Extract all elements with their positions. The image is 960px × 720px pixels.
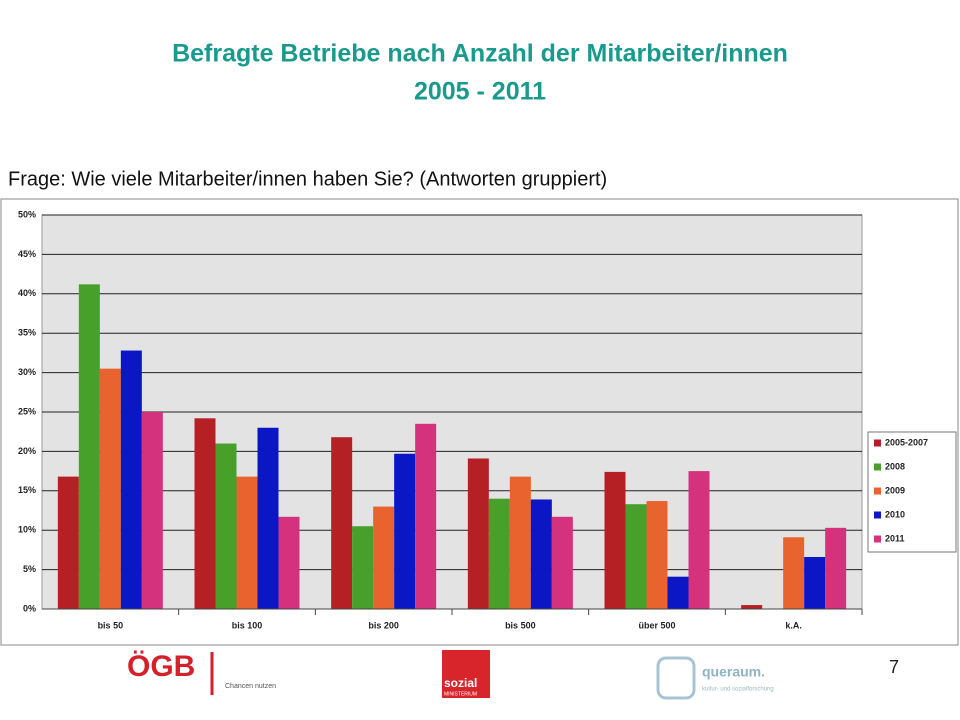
legend-swatch: [874, 511, 881, 519]
y-tick-label: 35%: [18, 328, 36, 338]
bar: [604, 471, 626, 609]
y-tick-label: 50%: [18, 209, 36, 219]
bar: [331, 437, 353, 609]
bar: [141, 412, 163, 609]
legend-label: 2005-2007: [885, 437, 928, 447]
bar: [257, 427, 279, 609]
y-tick-label: 30%: [18, 367, 36, 377]
bar: [415, 423, 437, 609]
bar: [825, 527, 847, 609]
y-tick-label: 20%: [18, 446, 36, 456]
x-tick-label: k.A.: [785, 620, 802, 630]
bar: [783, 537, 805, 609]
logo: Chancen nutzen: [225, 683, 276, 690]
bar: [99, 368, 121, 609]
bar: [625, 504, 647, 609]
page-number: 7: [889, 657, 899, 677]
bar: [804, 556, 826, 609]
logo: kultur- und sozialforschung: [702, 687, 774, 693]
logo: Service: [444, 697, 458, 702]
legend-label: 2011: [885, 533, 905, 543]
legend-swatch: [874, 439, 881, 447]
logo: sozial: [444, 676, 477, 690]
legend-swatch: [874, 487, 881, 495]
x-tick-label: über 500: [638, 620, 675, 630]
bar: [78, 284, 100, 609]
bar: [352, 526, 374, 609]
bar: [667, 576, 689, 609]
legend-label: 2009: [885, 485, 905, 495]
logo: ÖGB: [127, 650, 195, 683]
bar: [394, 453, 416, 609]
x-tick-label: bis 100: [232, 620, 263, 630]
bar: [120, 350, 142, 609]
y-tick-label: 45%: [18, 249, 36, 259]
bar: [688, 471, 710, 609]
bar: [236, 476, 258, 609]
logo: MINISTERIUM: [444, 691, 477, 697]
bar: [530, 499, 552, 609]
y-tick-label: 25%: [18, 406, 36, 416]
bar: [551, 516, 573, 609]
bar: [741, 605, 763, 609]
x-tick-label: bis 500: [505, 620, 536, 630]
legend-swatch: [874, 535, 881, 543]
legend: [867, 431, 957, 553]
y-tick-label: 5%: [23, 564, 36, 574]
title: 2005 - 2011: [414, 78, 546, 106]
question: Frage: Wie viele Mitarbeiter/innen haben…: [8, 168, 607, 190]
logo-icon: [656, 656, 696, 700]
y-tick-label: 40%: [18, 288, 36, 298]
bar: [278, 516, 300, 609]
bar: [646, 501, 668, 609]
bar: [194, 418, 216, 609]
bar: [488, 498, 510, 609]
x-tick-label: bis 50: [98, 620, 124, 630]
x-tick-label: bis 200: [368, 620, 399, 630]
legend-swatch: [874, 463, 881, 471]
logo: queraum.: [702, 664, 765, 680]
y-tick-label: 10%: [18, 525, 36, 535]
title: Befragte Betriebe nach Anzahl der Mitarb…: [172, 40, 788, 68]
bar: [215, 443, 237, 609]
y-tick-label: 0%: [23, 603, 36, 613]
bar: [467, 458, 489, 609]
bar: [57, 476, 79, 609]
bar: [509, 476, 531, 609]
legend-label: 2008: [885, 461, 905, 471]
bar: [373, 506, 395, 609]
y-tick-label: 15%: [18, 485, 36, 495]
logo-box: [442, 650, 490, 698]
legend-label: 2010: [885, 509, 905, 519]
